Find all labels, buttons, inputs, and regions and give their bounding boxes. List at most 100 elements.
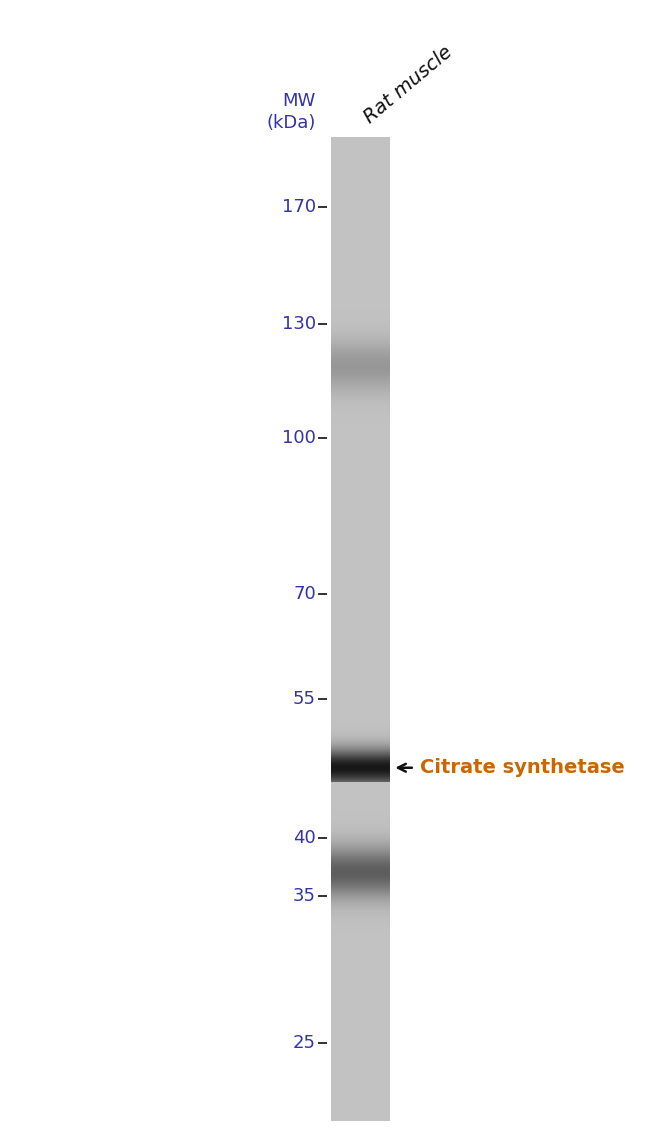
Bar [331,821,390,823]
Bar [331,1120,390,1121]
Bar [331,333,390,334]
Bar [331,1057,390,1059]
Bar [331,178,390,180]
Bar [331,191,390,193]
Bar [331,380,390,382]
Bar [331,518,390,519]
Bar [331,152,390,153]
Bar [331,628,390,629]
Bar [331,1105,390,1106]
Bar [331,657,390,659]
Bar [331,209,390,210]
Bar [331,261,390,262]
Bar [331,569,390,570]
Bar [331,1039,390,1041]
Bar [331,300,390,301]
Bar [331,912,390,913]
Bar [331,995,390,996]
Bar [331,762,390,764]
Text: 70: 70 [293,585,316,603]
Bar [331,1031,390,1033]
Bar [331,289,390,292]
Bar [331,503,390,505]
Bar [331,550,390,553]
Bar [331,524,390,526]
Bar [331,285,390,286]
Bar [331,1034,390,1035]
Bar [331,251,390,252]
Bar [331,891,390,893]
Bar [331,993,390,995]
Bar [331,1113,390,1114]
Bar [331,948,390,951]
Bar [331,996,390,998]
Bar [331,1087,390,1088]
Bar [331,220,390,221]
Bar [331,867,390,868]
Bar [331,618,390,619]
Bar [331,337,390,339]
Bar [331,622,390,625]
Bar [331,248,390,251]
Bar [331,1050,390,1052]
Bar [331,634,390,636]
Bar [331,975,390,977]
Bar [331,717,390,720]
Bar [331,329,390,331]
Bar [331,961,390,962]
Bar [331,284,390,285]
Bar [331,852,390,853]
Bar [331,834,390,836]
Bar [331,675,390,677]
Bar [331,288,390,289]
Bar [331,617,390,618]
Bar [331,700,390,701]
Bar [331,396,390,398]
Bar [331,819,390,821]
Bar [331,916,390,917]
Bar [331,416,390,418]
Bar [331,523,390,524]
Bar [331,483,390,485]
Bar [331,482,390,483]
Bar [331,580,390,581]
Bar [331,985,390,986]
Bar [331,765,390,766]
Bar [331,720,390,721]
Bar [331,175,390,176]
Bar [331,645,390,648]
Bar [331,259,390,261]
Bar [331,455,390,456]
Bar [331,565,390,567]
Bar [331,500,390,501]
Bar [331,165,390,167]
Bar [331,429,390,431]
Bar [331,1011,390,1012]
Bar [331,865,390,867]
Bar [331,944,390,946]
Text: MW
(kDa): MW (kDa) [266,92,316,132]
Bar [331,353,390,356]
Bar [331,217,390,220]
Bar [331,674,390,675]
Bar [331,186,390,188]
Bar [331,652,390,654]
Bar [331,595,390,596]
Bar [331,159,390,160]
Bar [331,1004,390,1007]
Bar [331,1079,390,1080]
Bar [331,167,390,168]
Bar [331,475,390,477]
Bar [331,334,390,335]
Bar [331,954,390,955]
Bar [331,255,390,257]
Bar [331,879,390,880]
Bar [331,705,390,706]
Bar [331,857,390,859]
Bar [331,1054,390,1056]
Bar [331,326,390,327]
Bar [331,1067,390,1068]
Bar [331,777,390,778]
Bar [331,672,390,674]
Bar [331,228,390,229]
